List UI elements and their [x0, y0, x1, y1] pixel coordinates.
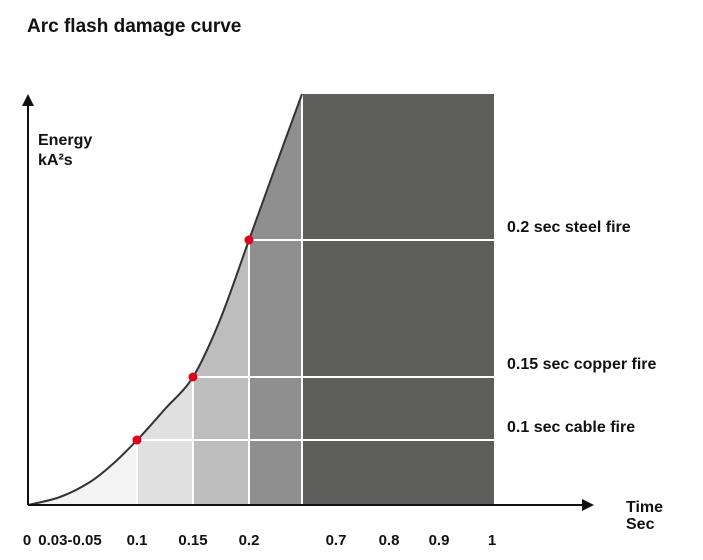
x-tick-label: 0.7 — [326, 532, 347, 549]
damage-curve — [27, 93, 303, 506]
x-tick-labels: 0 0.03-0.05 0.1 0.15 0.2 0.7 0.8 0.9 1 — [23, 532, 496, 549]
x-tick-label: 0 — [23, 532, 31, 549]
x-tick-label: 0.15 — [178, 532, 207, 549]
zone-0.2-plus — [249, 94, 302, 505]
x-tick-label: 0.03-0.05 — [38, 532, 101, 549]
y-axis-label-energy: Energy — [38, 132, 92, 149]
chart-title: Arc flash damage curve — [27, 16, 241, 37]
zone-0.15-0.2 — [193, 240, 249, 505]
x-tick-label: 0.1 — [127, 532, 148, 549]
zone-0-0.1 — [28, 440, 137, 505]
axes — [22, 94, 594, 511]
x-tick-label: 0.9 — [429, 532, 450, 549]
damage-annotations: 0.1 sec cable fire 0.15 sec copper fire 0.… — [507, 219, 657, 436]
y-axis-arrow-icon — [22, 94, 34, 106]
damage-point — [132, 435, 142, 445]
y-axis-label-unit: kA²s — [38, 152, 73, 169]
damage-point — [188, 372, 198, 382]
damage-points — [132, 235, 254, 445]
damage-annotation: 0.1 sec cable fire — [507, 419, 635, 436]
damage-annotation: 0.15 sec copper fire — [507, 356, 657, 373]
x-axis-label-time: Time — [626, 499, 663, 516]
x-axis-arrow-icon — [582, 499, 594, 511]
damage-point — [244, 235, 254, 245]
gridlines — [136, 94, 494, 505]
x-tick-label: 0.8 — [379, 532, 400, 549]
x-tick-label: 0.2 — [239, 532, 260, 549]
dark-zone — [302, 94, 494, 505]
shaded-zones — [28, 94, 494, 505]
damage-annotation: 0.2 sec steel fire — [507, 219, 631, 236]
x-axis-label-unit: Sec — [626, 516, 655, 533]
x-tick-label: 1 — [488, 532, 496, 549]
